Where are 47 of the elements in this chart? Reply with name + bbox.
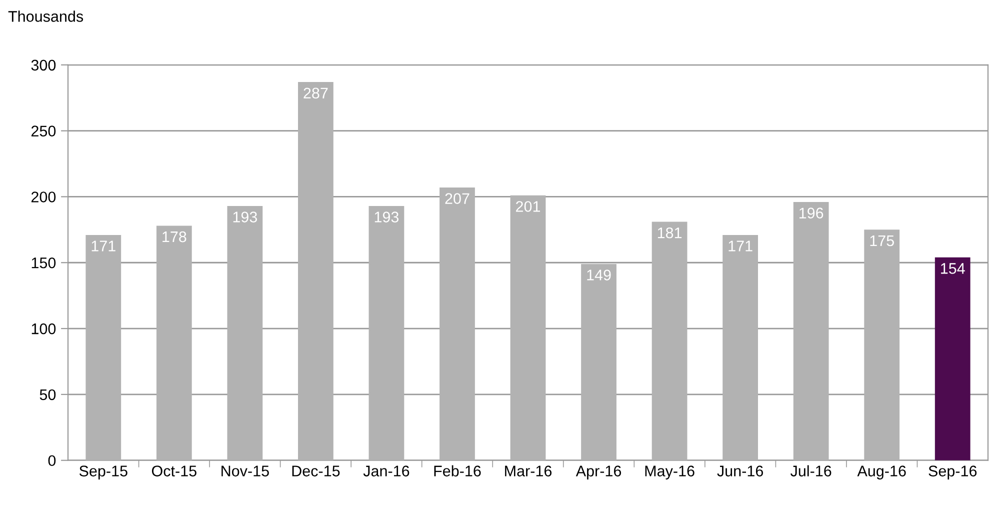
bar	[156, 226, 192, 460]
y-tick-label: 0	[48, 455, 56, 466]
x-tick-label: Jun-16	[717, 466, 763, 476]
y-axis-title: Thousands	[8, 10, 84, 22]
x-tick-label: Sep-16	[928, 466, 977, 480]
y-tick-label: 200	[31, 192, 56, 202]
y-tick-label: 300	[31, 60, 56, 71]
y-tick-label: 50	[40, 389, 56, 400]
x-tick-label: Nov-15	[222, 466, 269, 476]
data-label: 149	[587, 270, 611, 280]
bar	[298, 82, 334, 460]
data-label: 201	[516, 201, 540, 212]
bar	[934, 257, 970, 460]
data-label: 171	[92, 240, 116, 252]
x-tick-label: Aug-16	[857, 466, 906, 480]
data-label: 171	[728, 240, 752, 252]
data-label: 178	[162, 231, 186, 242]
x-tick-label: Jan-16	[363, 466, 410, 476]
data-label: 193	[233, 212, 257, 222]
bar	[652, 222, 688, 460]
data-label: 193	[374, 212, 399, 222]
y-tick-label: 100	[32, 323, 56, 334]
bar	[581, 264, 616, 460]
x-tick-label: May-16	[645, 466, 694, 480]
bar	[793, 202, 829, 460]
bar	[722, 234, 758, 460]
data-label: 207	[445, 193, 470, 204]
x-tick-label: Dec-15	[292, 466, 340, 476]
bar	[510, 195, 546, 460]
data-label: 154	[941, 263, 965, 274]
x-tick-label: Mar-16	[505, 466, 552, 476]
bar	[86, 234, 122, 460]
x-tick-label: Sep-15	[79, 466, 128, 480]
y-tick-label: 250	[31, 126, 56, 136]
x-tick-label: Apr-16	[576, 466, 622, 480]
bar	[368, 206, 404, 460]
data-label: 196	[800, 208, 824, 218]
y-tick-label: 150	[32, 257, 56, 268]
data-label: 175	[870, 236, 894, 246]
bar	[440, 187, 475, 460]
x-tick-label: Feb-16	[434, 465, 481, 476]
data-label: 181	[658, 227, 682, 238]
x-tick-label: Oct-15	[152, 466, 196, 476]
data-label: 287	[304, 88, 328, 99]
bar	[864, 230, 900, 460]
bar	[227, 206, 263, 460]
x-tick-label: Jul-16	[790, 465, 832, 476]
